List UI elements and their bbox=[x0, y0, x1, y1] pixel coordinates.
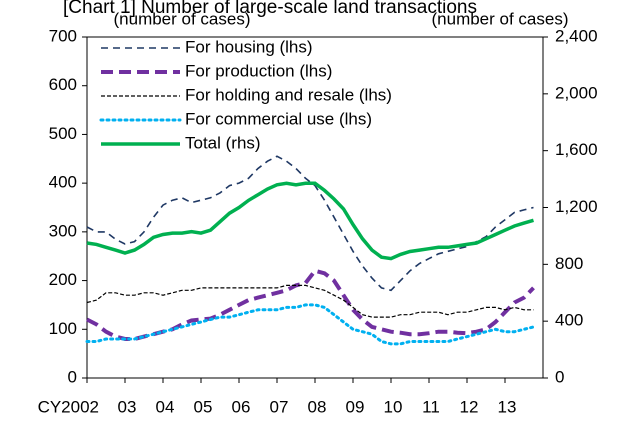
x-tick-label: CY2002 bbox=[38, 397, 99, 416]
series-line bbox=[85, 303, 535, 346]
y2-tick-label: 0 bbox=[555, 367, 564, 386]
y-tick-label: 600 bbox=[49, 75, 77, 94]
y-tick-label: 200 bbox=[49, 270, 77, 289]
x-tick-label: 05 bbox=[194, 397, 213, 416]
y2-tick-label: 1,600 bbox=[555, 140, 598, 159]
y-axis-label: (number of cases) bbox=[114, 9, 251, 28]
x-tick-label: 08 bbox=[308, 397, 327, 416]
y-tick-label: 100 bbox=[49, 319, 77, 338]
y2-tick-label: 1,200 bbox=[555, 197, 598, 216]
chart-title: [Chart 1] Number of large-scale land tra… bbox=[63, 0, 477, 18]
legend-label: For housing (lhs) bbox=[185, 37, 313, 56]
series-line bbox=[86, 181, 534, 261]
y2-tick-label: 2,400 bbox=[555, 26, 598, 45]
y-tick-label: 0 bbox=[68, 367, 77, 386]
y2-tick-label: 400 bbox=[555, 311, 583, 330]
x-tick-label: 06 bbox=[232, 397, 251, 416]
y2-tick-label: 800 bbox=[555, 254, 583, 273]
legend-label: For holding and resale (lhs) bbox=[185, 85, 392, 104]
y-tick-label: 400 bbox=[49, 173, 77, 192]
y-tick-label: 300 bbox=[49, 221, 77, 240]
x-tick-label: 09 bbox=[346, 397, 365, 416]
legend-label: For production (lhs) bbox=[185, 61, 332, 80]
legend-label: Total (rhs) bbox=[185, 133, 261, 152]
y2-tick-label: 2,000 bbox=[555, 83, 598, 102]
x-tick-label: 04 bbox=[156, 397, 175, 416]
x-tick-label: 12 bbox=[460, 397, 479, 416]
y2-axis-label: (number of cases) bbox=[432, 9, 569, 28]
legend-label: For commercial use (lhs) bbox=[185, 109, 372, 128]
x-tick-label: 11 bbox=[422, 397, 440, 416]
series-line bbox=[86, 268, 535, 341]
x-tick-label: 13 bbox=[498, 397, 517, 416]
y-tick-label: 500 bbox=[49, 124, 77, 143]
series-line bbox=[86, 155, 534, 292]
x-tick-label: 10 bbox=[384, 397, 403, 416]
x-tick-label: 03 bbox=[118, 397, 137, 416]
series-line bbox=[86, 284, 534, 318]
x-tick-label: 07 bbox=[270, 397, 289, 416]
y-tick-label: 700 bbox=[49, 26, 77, 45]
